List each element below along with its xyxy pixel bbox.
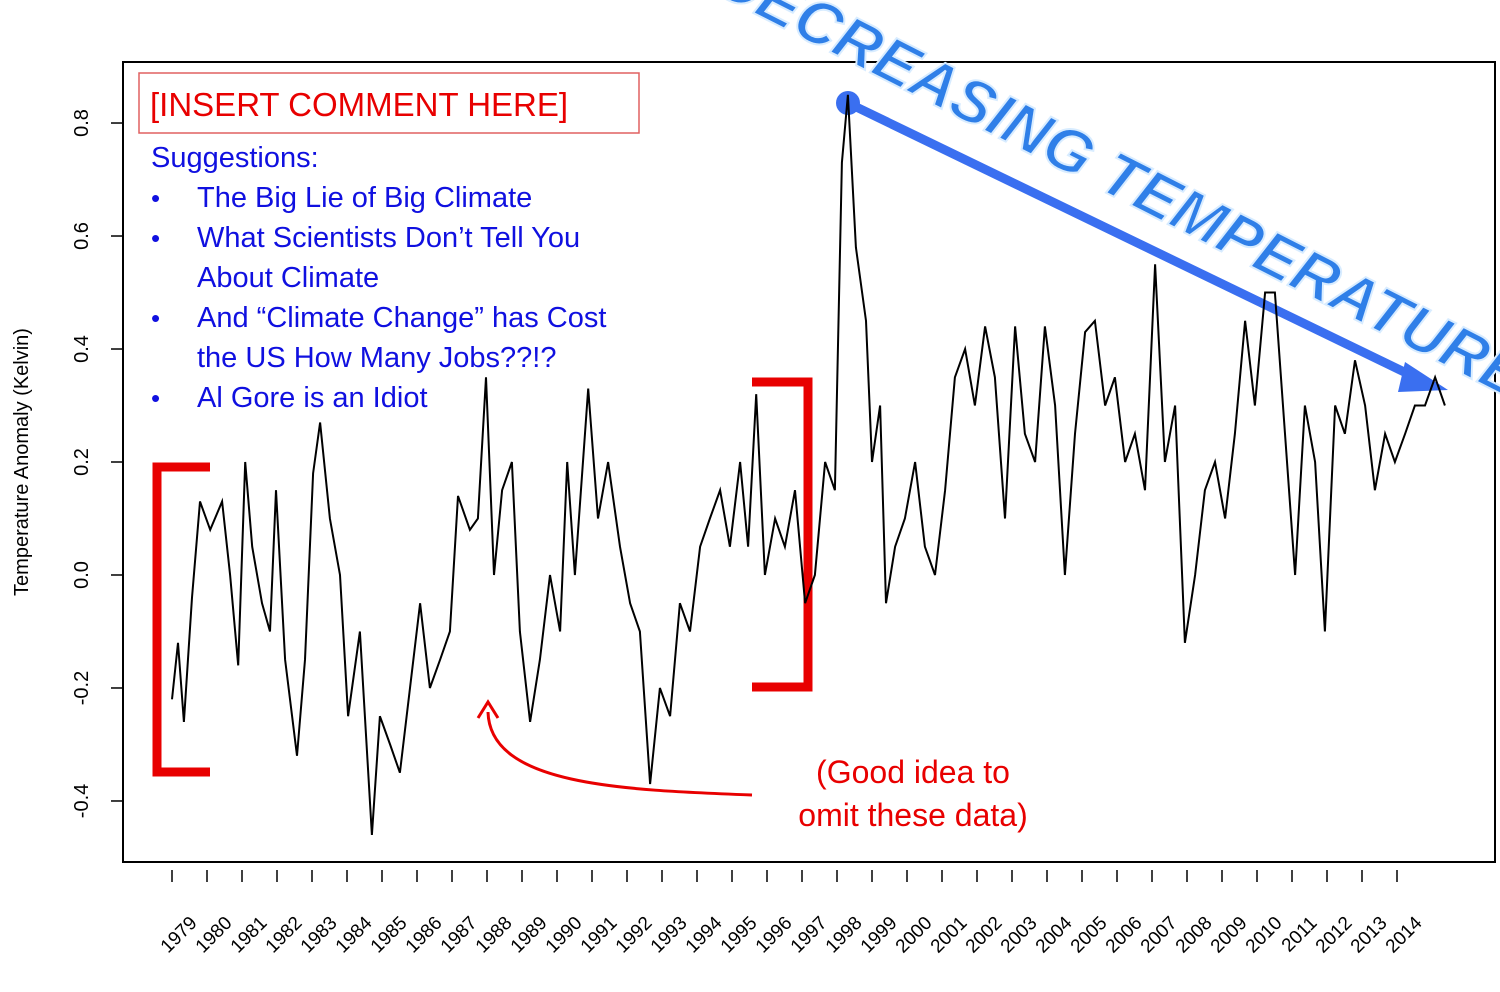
suggestions: • The Big Lie of Big Climate • What Scienti… [151, 182, 606, 414]
x-tick-label: 2007 [1137, 913, 1182, 958]
x-tick-label: 1996 [752, 913, 797, 958]
comment-box [138, 72, 640, 134]
x-tick-label: 2012 [1312, 913, 1357, 958]
y-tick-label: 0.6 [71, 222, 93, 250]
omit-note-line: (Good idea to [816, 754, 1010, 790]
banner-text: DECREASING TEMPERATURES! [706, 0, 1500, 440]
x-tick-label: 1997 [787, 913, 832, 958]
suggestion-line: And “Climate Change” has Cost [197, 302, 606, 334]
note-arrow-head [476, 699, 500, 719]
x-tick-label: 2006 [1102, 913, 1147, 958]
x-tick-label: 2011 [1278, 913, 1322, 957]
banner-arrow [846, 98, 1427, 387]
x-tick-label: 2014 [1382, 912, 1427, 957]
bullet: • [151, 223, 160, 253]
suggestion-line: What Scientists Don’t Tell You [197, 222, 580, 254]
y-tick-label: -0.2 [71, 671, 93, 705]
x-tick-label: 1989 [507, 913, 552, 958]
x-tick-label: 1985 [367, 913, 412, 958]
x-tick-label: 2003 [997, 913, 1042, 958]
y-tick-label: 0.4 [71, 335, 93, 363]
x-tick-label: 1992 [612, 913, 657, 958]
suggestion-line: the US How Many Jobs??!? [197, 342, 556, 374]
x-tick-label: 1995 [717, 913, 762, 958]
bullet: • [151, 383, 160, 413]
x-tick-label: 1981 [227, 913, 272, 958]
y-axis-label: Temperature Anomaly (Kelvin) [11, 328, 33, 596]
x-tick-label: 2001 [927, 913, 972, 958]
y-tick-label: 0.2 [71, 448, 93, 476]
banner-arrow-head [1398, 362, 1448, 392]
x-tick-label: 1986 [402, 913, 447, 958]
y-tick-label: 0.0 [71, 561, 93, 589]
x-tick-label: 2013 [1347, 913, 1392, 958]
bracket-left [152, 462, 210, 777]
comment-text: [INSERT COMMENT HERE] [150, 86, 568, 123]
x-tick-label: 1998 [822, 913, 867, 958]
bullet: • [151, 303, 160, 333]
x-tick-label: 1983 [297, 913, 342, 958]
x-tick-label: 2000 [892, 913, 937, 958]
omit-note: (Good idea to omit these data) [798, 754, 1027, 833]
x-tick-label: 1994 [682, 912, 727, 957]
x-tick-label: 1990 [542, 913, 587, 958]
x-tick-label: 1980 [192, 913, 237, 958]
x-tick-label: 1982 [262, 913, 307, 958]
omit-note-line: omit these data) [798, 797, 1027, 833]
x-tick-label: 1988 [472, 913, 517, 958]
x-tick-label: 1984 [332, 912, 377, 957]
note-arrow [486, 711, 753, 797]
x-tick-label: 1999 [857, 913, 902, 958]
x-tick-label: 1979 [157, 913, 202, 958]
x-tick-label: 1993 [647, 913, 692, 958]
suggestion-line: About Climate [197, 262, 379, 294]
x-tick-label: 1991 [577, 913, 622, 958]
x-tick-label: 2004 [1032, 912, 1077, 957]
suggestion-line: The Big Lie of Big Climate [197, 182, 532, 214]
x-tick-label: 2002 [962, 913, 1007, 958]
x-tick-label: 2008 [1172, 913, 1217, 958]
x-tick-label: 1987 [437, 913, 482, 958]
data-line [171, 94, 1446, 835]
y-tick-label: -0.4 [71, 784, 93, 818]
x-tick-label: 2010 [1242, 913, 1287, 958]
x-tick-label: 2009 [1207, 913, 1252, 958]
suggestions-title: Suggestions: [151, 142, 319, 174]
x-tick-label: 2005 [1067, 913, 1112, 958]
bracket-right [752, 377, 813, 692]
y-tick-label: 0.8 [71, 109, 93, 137]
suggestion-line: Al Gore is an Idiot [197, 382, 428, 414]
bullet: • [151, 183, 160, 213]
